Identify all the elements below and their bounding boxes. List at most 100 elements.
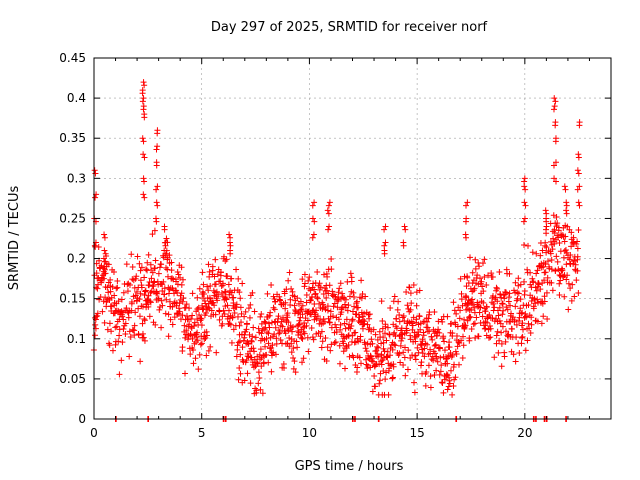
data-point	[265, 320, 272, 327]
data-point	[154, 130, 161, 137]
data-point	[94, 310, 101, 317]
data-point	[197, 317, 204, 324]
data-point	[457, 307, 464, 314]
data-point	[141, 315, 148, 322]
data-point	[520, 326, 527, 333]
data-point	[355, 318, 362, 325]
data-point	[210, 299, 217, 306]
data-point	[143, 266, 150, 273]
data-point	[460, 342, 467, 349]
data-point	[483, 303, 490, 310]
data-point	[295, 310, 302, 317]
data-point	[93, 270, 100, 277]
data-point	[277, 297, 284, 304]
data-point	[391, 293, 398, 300]
data-point	[328, 255, 335, 262]
data-point	[410, 379, 417, 386]
data-point	[313, 307, 320, 314]
y-tick-label: 0.35	[59, 131, 86, 145]
data-point	[352, 329, 359, 336]
data-point	[501, 353, 508, 360]
data-point	[374, 343, 381, 350]
data-point	[381, 348, 388, 355]
data-point	[478, 278, 485, 285]
data-point	[498, 340, 505, 347]
data-point	[367, 364, 374, 371]
data-point	[550, 106, 557, 113]
data-point	[245, 341, 252, 348]
data-point	[228, 339, 235, 346]
data-point	[294, 344, 301, 351]
data-point	[134, 253, 141, 260]
data-point	[332, 338, 339, 345]
data-point	[455, 361, 462, 368]
data-point	[575, 289, 582, 296]
data-point	[239, 344, 246, 351]
data-point	[552, 178, 559, 185]
data-point	[299, 302, 306, 309]
data-point	[297, 314, 304, 321]
y-tick-label: 0.05	[59, 372, 86, 386]
data-point	[280, 316, 287, 323]
data-point	[187, 316, 194, 323]
data-point	[298, 334, 305, 341]
data-point	[541, 277, 548, 284]
data-point	[436, 371, 443, 378]
data-point	[159, 302, 166, 309]
data-point	[426, 309, 433, 316]
data-point	[455, 304, 462, 311]
data-point	[229, 314, 236, 321]
data-point	[268, 319, 275, 326]
data-point	[181, 322, 188, 329]
data-point	[333, 324, 340, 331]
data-point	[427, 384, 434, 391]
data-point	[396, 350, 403, 357]
data-point	[161, 226, 168, 233]
data-point	[205, 304, 212, 311]
data-point	[562, 186, 569, 193]
data-point	[339, 294, 346, 301]
data-point	[279, 323, 286, 330]
data-point	[290, 354, 297, 361]
data-point	[401, 223, 408, 230]
data-point	[387, 305, 394, 312]
data-point	[212, 281, 219, 288]
data-point	[554, 258, 561, 265]
data-point	[146, 282, 153, 289]
data-point	[239, 280, 246, 287]
data-point	[186, 305, 193, 312]
data-point	[527, 269, 534, 276]
data-point	[331, 300, 338, 307]
data-point	[449, 352, 456, 359]
data-point	[511, 317, 518, 324]
data-point	[334, 304, 341, 311]
data-point	[394, 306, 401, 313]
data-point	[257, 386, 264, 393]
y-axis-label: SRMTID / TECUs	[7, 186, 22, 291]
data-point	[212, 256, 219, 263]
data-point	[466, 337, 473, 344]
data-point	[165, 290, 172, 297]
data-point	[194, 337, 201, 344]
data-point	[385, 391, 392, 398]
data-point	[444, 372, 451, 379]
data-point	[426, 328, 433, 335]
data-point	[503, 289, 510, 296]
data-point	[225, 281, 232, 288]
data-point	[539, 247, 546, 254]
data-point	[115, 298, 122, 305]
data-point	[517, 305, 524, 312]
data-point	[402, 372, 409, 379]
data-point	[355, 304, 362, 311]
data-point	[263, 351, 270, 358]
data-point	[91, 242, 98, 249]
data-point	[98, 279, 105, 286]
data-point	[203, 328, 210, 335]
data-point	[534, 296, 541, 303]
data-point	[288, 349, 295, 356]
data-point	[294, 295, 301, 302]
data-point	[163, 250, 170, 257]
data-point	[482, 308, 489, 315]
data-point	[412, 356, 419, 363]
data-point	[268, 352, 275, 359]
